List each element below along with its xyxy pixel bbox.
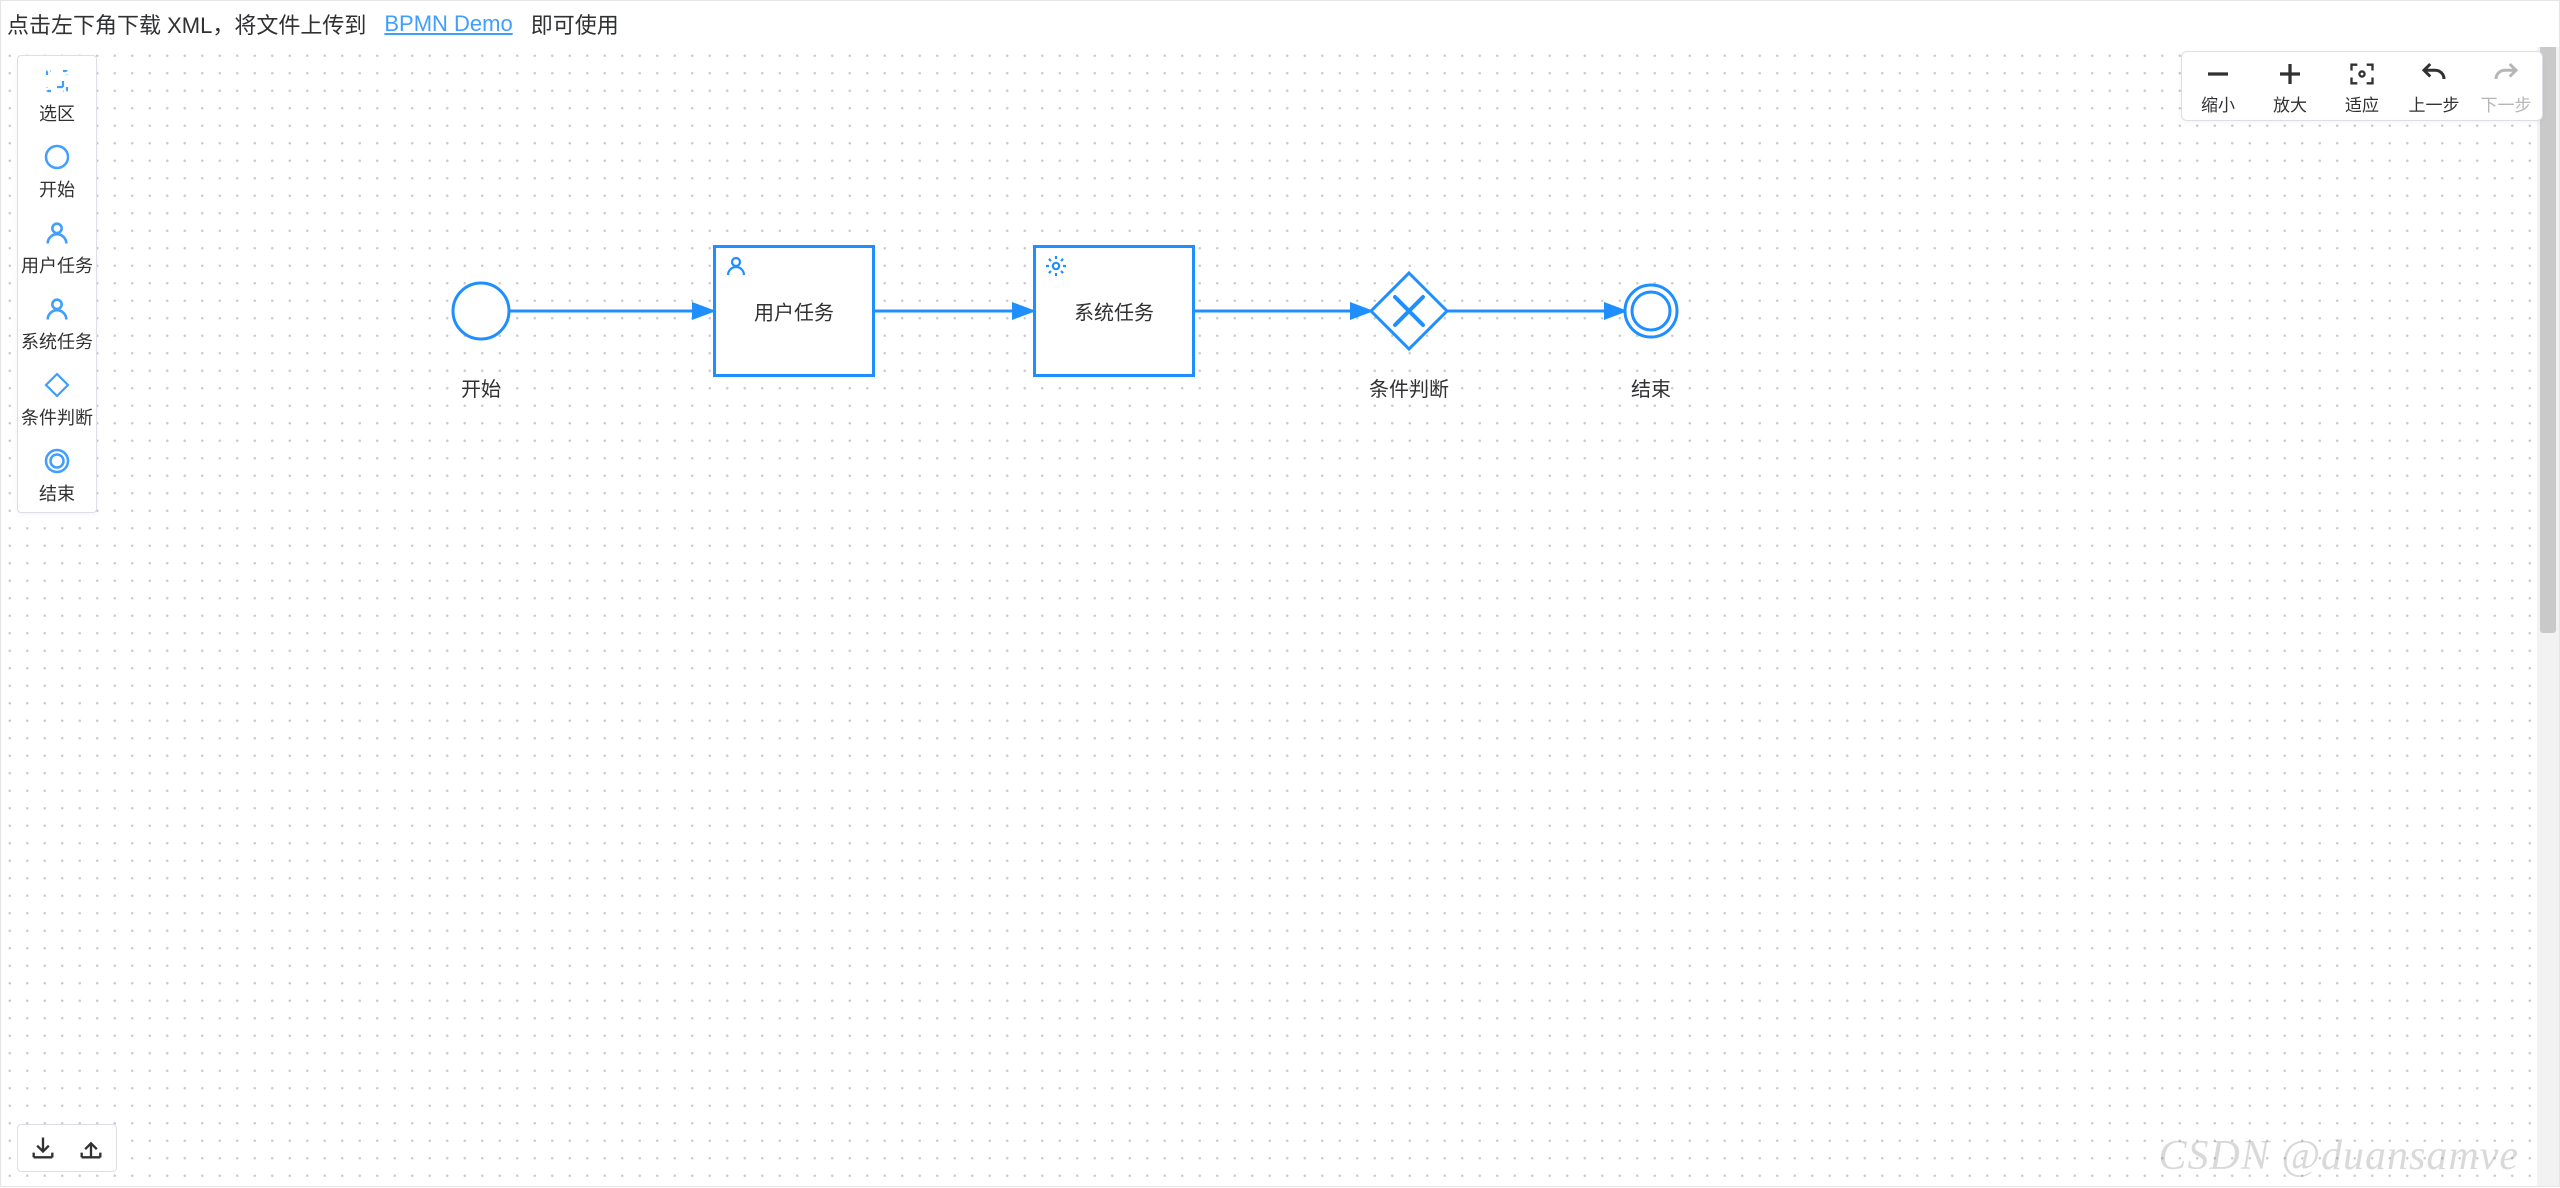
node-start-label: 开始 <box>461 373 501 402</box>
redo-button[interactable]: 下一步 <box>2470 52 2542 120</box>
minus-icon <box>2203 57 2233 91</box>
view-toolbar: 缩小 放大 适应 上一步 下一步 <box>2181 51 2543 121</box>
instruction-before: 点击左下角下载 XML，将文件上传到 <box>7 8 366 40</box>
undo-button[interactable]: 上一步 <box>2398 52 2470 120</box>
gear-icon <box>1044 254 1068 283</box>
node-user-task[interactable]: 用户任务 <box>713 245 875 377</box>
download-button[interactable] <box>28 1133 58 1163</box>
instruction-after: 即可使用 <box>531 8 619 40</box>
plus-icon <box>2275 57 2305 91</box>
palette-item-label: 系统任务 <box>21 328 93 354</box>
zoom-out-label: 缩小 <box>2201 91 2235 116</box>
zoom-in-button[interactable]: 放大 <box>2254 52 2326 120</box>
top-instruction-bar: 点击左下角下载 XML，将文件上传到 BPMN Demo 即可使用 <box>1 1 2559 47</box>
palette-item-label: 开始 <box>39 176 75 202</box>
scrollbar-vertical[interactable] <box>2537 1 2559 1186</box>
palette-item-label: 用户任务 <box>21 252 93 278</box>
palette-item-label: 选区 <box>39 100 75 126</box>
redo-label: 下一步 <box>2481 91 2532 116</box>
user-icon <box>42 294 72 324</box>
palette-item-gateway[interactable]: 条件判断 <box>18 360 96 436</box>
node-user-task-label: 用户任务 <box>716 297 872 326</box>
palette-item-label: 条件判断 <box>21 404 93 430</box>
bpmn-demo-link[interactable]: BPMN Demo <box>384 11 512 37</box>
undo-label: 上一步 <box>2409 91 2460 116</box>
palette-item-systask[interactable]: 系统任务 <box>18 284 96 360</box>
undo-icon <box>2419 57 2449 91</box>
palette-item-label: 结束 <box>39 480 75 506</box>
redo-icon <box>2491 57 2521 91</box>
end-event-icon <box>42 446 72 476</box>
palette-item-select[interactable]: 选区 <box>18 56 96 132</box>
palette: 选区 开始 用户任务 系统任务 条件判断 结束 <box>17 55 97 513</box>
zoom-out-button[interactable]: 缩小 <box>2182 52 2254 120</box>
node-end-label: 结束 <box>1631 373 1671 402</box>
lasso-select-icon <box>42 66 72 96</box>
user-icon <box>724 254 748 283</box>
zoom-in-label: 放大 <box>2273 91 2307 116</box>
gateway-icon <box>42 370 72 400</box>
fit-label: 适应 <box>2345 91 2379 116</box>
upload-button[interactable] <box>76 1133 106 1163</box>
flow-svg <box>1 47 2560 1188</box>
palette-item-start[interactable]: 开始 <box>18 132 96 208</box>
node-service-task[interactable]: 系统任务 <box>1033 245 1195 377</box>
canvas[interactable]: 用户任务 系统任务 开始 条件判断 结束 <box>1 47 2559 1186</box>
palette-item-usertask[interactable]: 用户任务 <box>18 208 96 284</box>
fit-icon <box>2348 57 2376 91</box>
fit-button[interactable]: 适应 <box>2326 52 2398 120</box>
palette-item-end[interactable]: 结束 <box>18 436 96 512</box>
node-gateway-label: 条件判断 <box>1369 373 1449 402</box>
bottom-left-toolbar <box>17 1124 117 1172</box>
user-icon <box>42 218 72 248</box>
start-event-icon <box>42 142 72 172</box>
node-service-task-label: 系统任务 <box>1036 297 1192 326</box>
